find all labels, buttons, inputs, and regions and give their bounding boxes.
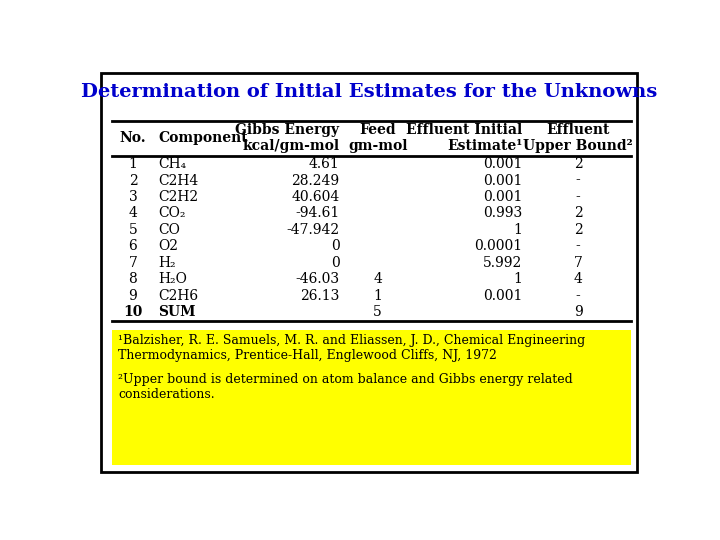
- Text: 4.61: 4.61: [309, 157, 340, 171]
- Text: 5: 5: [129, 223, 138, 237]
- Text: 1: 1: [373, 289, 382, 303]
- Text: Effluent Initial
Estimate¹: Effluent Initial Estimate¹: [406, 123, 522, 153]
- Text: 7: 7: [129, 256, 138, 270]
- Text: Gibbs Energy
kcal/gm-mol: Gibbs Energy kcal/gm-mol: [235, 123, 340, 153]
- Text: 1: 1: [129, 157, 138, 171]
- Text: 9: 9: [129, 289, 138, 303]
- Text: 28.249: 28.249: [292, 173, 340, 187]
- Text: 0.001: 0.001: [483, 157, 522, 171]
- Text: 5.992: 5.992: [483, 256, 522, 270]
- Text: H₂O: H₂O: [158, 272, 187, 286]
- Text: CH₄: CH₄: [158, 157, 186, 171]
- Text: 4: 4: [373, 272, 382, 286]
- Text: 0.0001: 0.0001: [474, 239, 522, 253]
- Text: -: -: [576, 173, 580, 187]
- Text: SUM: SUM: [158, 305, 196, 319]
- Text: 1: 1: [513, 223, 522, 237]
- Text: 4: 4: [129, 206, 138, 220]
- Text: 0: 0: [330, 239, 340, 253]
- Text: 0.001: 0.001: [483, 289, 522, 303]
- Text: 0.001: 0.001: [483, 173, 522, 187]
- Text: 4: 4: [574, 272, 582, 286]
- Text: -: -: [576, 239, 580, 253]
- Text: Effluent
Upper Bound²: Effluent Upper Bound²: [523, 123, 633, 153]
- Text: 26.13: 26.13: [300, 289, 340, 303]
- Text: O2: O2: [158, 239, 178, 253]
- Text: 2: 2: [574, 157, 582, 171]
- Text: H₂: H₂: [158, 256, 176, 270]
- Text: -: -: [576, 190, 580, 204]
- Text: C2H2: C2H2: [158, 190, 198, 204]
- Text: CO₂: CO₂: [158, 206, 186, 220]
- Text: Feed
gm-mol: Feed gm-mol: [348, 123, 408, 153]
- Text: 0: 0: [330, 256, 340, 270]
- Text: No.: No.: [120, 131, 146, 145]
- Text: C2H4: C2H4: [158, 173, 198, 187]
- Text: -94.61: -94.61: [295, 206, 340, 220]
- Text: 5: 5: [373, 305, 382, 319]
- Text: 40.604: 40.604: [292, 190, 340, 204]
- Text: 2: 2: [129, 173, 138, 187]
- Text: 10: 10: [123, 305, 143, 319]
- Text: 2: 2: [574, 223, 582, 237]
- Text: 0.993: 0.993: [483, 206, 522, 220]
- Text: Component: Component: [158, 131, 248, 145]
- Text: 9: 9: [574, 305, 582, 319]
- Text: -: -: [576, 289, 580, 303]
- Bar: [112, 329, 631, 465]
- Text: 1: 1: [513, 272, 522, 286]
- Text: 2: 2: [574, 206, 582, 220]
- Text: -46.03: -46.03: [295, 272, 340, 286]
- Text: Determination of Initial Estimates for the Unknowns: Determination of Initial Estimates for t…: [81, 83, 657, 101]
- Text: 3: 3: [129, 190, 138, 204]
- Text: 6: 6: [129, 239, 138, 253]
- Text: 7: 7: [574, 256, 582, 270]
- Text: 8: 8: [129, 272, 138, 286]
- Text: C2H6: C2H6: [158, 289, 198, 303]
- Text: ²Upper bound is determined on atom balance and Gibbs energy related
consideratio: ²Upper bound is determined on atom balan…: [118, 373, 572, 401]
- Text: -47.942: -47.942: [287, 223, 340, 237]
- Text: CO: CO: [158, 223, 180, 237]
- Text: ¹Balzisher, R. E. Samuels, M. R. and Eliassen, J. D., Chemical Engineering
Therm: ¹Balzisher, R. E. Samuels, M. R. and Eli…: [118, 334, 585, 362]
- Text: 0.001: 0.001: [483, 190, 522, 204]
